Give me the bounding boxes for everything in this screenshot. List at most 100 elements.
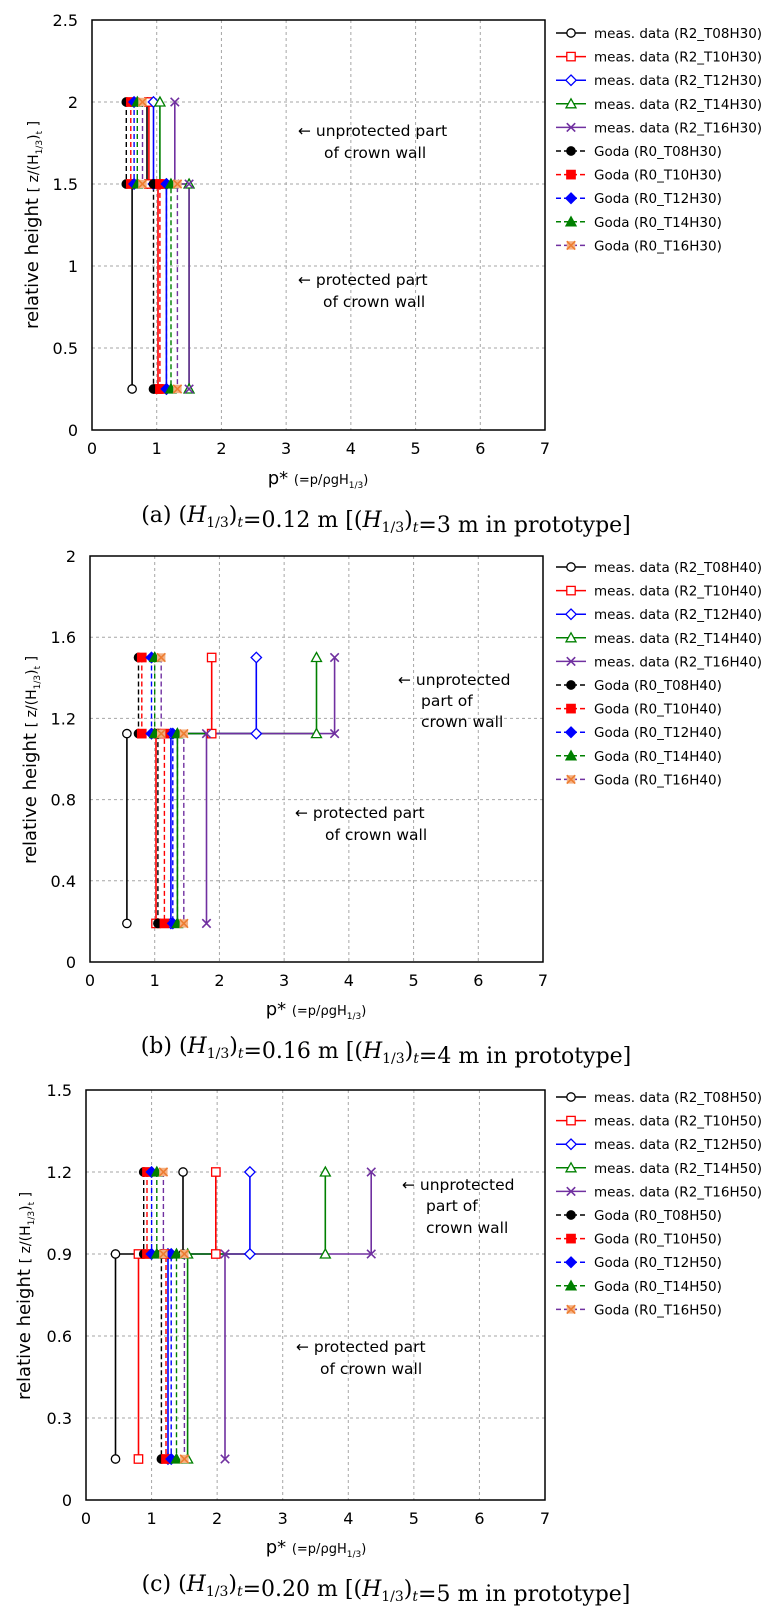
annotation: of crown wall: [320, 1360, 422, 1378]
annotation: ← protected part: [295, 804, 425, 822]
x-axis-label: p* (=p/ρgH1/3): [268, 468, 369, 491]
legend-marker: [564, 215, 578, 227]
data-point: [220, 1454, 230, 1464]
y-tick-label: 0.8: [51, 791, 76, 810]
data-point: [170, 97, 180, 107]
legend-entry: Goda (R0_T08H50): [594, 1208, 722, 1224]
legend-entry: meas. data (R2_T10H30): [594, 50, 762, 66]
legend-entry: Goda (R0_T08H40): [594, 678, 722, 694]
legend-entry: meas. data (R2_T12H40): [594, 607, 762, 623]
data-point: [366, 1167, 377, 1177]
legend-marker: [566, 774, 576, 785]
data-point: [206, 652, 217, 663]
legend-marker: [566, 1092, 576, 1102]
legend-marker: [564, 726, 578, 739]
annotation: of crown wall: [323, 293, 425, 311]
series-line-5: [205, 657, 336, 924]
legend-marker: [566, 585, 576, 596]
series-line-8: [133, 102, 168, 389]
x-tick-label: 5: [410, 439, 420, 458]
series-group: [110, 1165, 377, 1466]
data-point: [201, 728, 212, 739]
legend-entry: meas. data (R2_T16H50): [594, 1184, 762, 1200]
panel-caption: (a) (H1/3)t=0.12 m [(H1/3)t=3 m in proto…: [141, 503, 631, 538]
data-point: [310, 651, 323, 663]
x-tick-label: 0: [85, 971, 95, 990]
legend-entry: Goda (R0_T14H30): [594, 215, 722, 231]
legend-entry: Goda (R0_T08H30): [594, 144, 722, 160]
data-point: [170, 1247, 183, 1259]
data-point: [133, 1454, 144, 1464]
legend-entry: Goda (R0_T12H40): [594, 725, 722, 741]
y-axis-label: relative height [ z/(H1/3)t ]: [14, 1192, 37, 1400]
data-point: [329, 728, 340, 739]
legend-entry: Goda (R0_T16H40): [594, 772, 722, 788]
data-point: [172, 179, 183, 189]
legend-marker: [564, 1161, 578, 1173]
data-point: [310, 727, 323, 739]
legend-entry: Goda (R0_T10H30): [594, 168, 722, 184]
legend-marker: [564, 631, 578, 643]
legend-marker: [566, 703, 576, 714]
data-point: [136, 728, 147, 739]
chart-panel-2: 0 1 2 3 4 5 6 7 0 0.4 0.8 1.2 1.6 2 ← unprotected part …: [20, 547, 762, 1069]
data-point: [179, 728, 189, 739]
data-point: [137, 179, 148, 189]
legend-entry: meas. data (R2_T08H30): [594, 26, 762, 42]
x-tick-label: 3: [278, 1509, 288, 1528]
annotation: ← unprotected: [402, 1176, 515, 1194]
data-point: [201, 918, 212, 929]
data-point: [250, 651, 263, 664]
annotation: ← unprotected: [398, 671, 511, 689]
series-line-4: [176, 657, 318, 924]
y-tick-label: 1.2: [47, 1163, 72, 1182]
x-tick-label: 2: [212, 1509, 222, 1528]
data-point: [179, 918, 189, 929]
data-point: [220, 1249, 230, 1259]
y-tick-label: 0: [68, 421, 78, 440]
y-axis-label: relative height [ z/(H1/3)t ]: [22, 121, 45, 329]
legend-entry: Goda (R0_T12H30): [594, 191, 722, 207]
data-point: [329, 652, 340, 663]
legend-marker: [564, 1279, 578, 1291]
data-point: [127, 384, 137, 394]
y-tick-label: 2: [68, 93, 78, 112]
legend-marker: [566, 169, 576, 180]
x-tick-label: 6: [475, 439, 485, 458]
legend-entry: meas. data (R2_T16H30): [594, 120, 762, 136]
legend-marker: [566, 51, 576, 62]
legend-marker: [566, 680, 576, 690]
y-tick-label: 0.5: [53, 339, 78, 358]
legend: meas. data (R2_T08H40) meas. data (R2_T10…: [556, 560, 762, 788]
x-tick-label: 7: [538, 971, 548, 990]
x-tick-label: 7: [540, 1509, 550, 1528]
legend-entry: meas. data (R2_T14H50): [594, 1161, 762, 1177]
plot-frame: [91, 19, 546, 431]
annotation: of crown wall: [324, 144, 426, 162]
x-tick-label: 6: [474, 1509, 484, 1528]
x-tick-label: 4: [343, 1509, 353, 1528]
y-tick-label: 1.5: [47, 1081, 72, 1100]
legend-entry: meas. data (R2_T14H40): [594, 631, 762, 647]
legend-marker: [566, 240, 576, 251]
y-tick-label: 1: [68, 257, 78, 276]
y-tick-label: 1.2: [51, 709, 76, 728]
data-point: [243, 1247, 257, 1261]
data-point: [319, 1165, 332, 1177]
series-line-3: [167, 1172, 251, 1459]
data-point: [366, 1249, 377, 1259]
annotation: of crown wall: [325, 826, 427, 844]
legend-marker: [566, 28, 576, 38]
panel-caption: (c) (H1/3)t=0.20 m [(H1/3)t=5 m in proto…: [142, 1572, 631, 1607]
legend-entry: meas. data (R2_T12H50): [594, 1137, 762, 1153]
data-point: [110, 1249, 121, 1259]
series-line-9: [153, 657, 179, 924]
x-tick-label: 2: [216, 439, 226, 458]
x-tick-label: 3: [281, 439, 291, 458]
legend-marker: [564, 97, 578, 109]
x-tick-label: 6: [473, 971, 483, 990]
series-line-5: [174, 102, 190, 389]
series-line-8: [150, 657, 174, 924]
x-tick-label: 4: [346, 439, 356, 458]
